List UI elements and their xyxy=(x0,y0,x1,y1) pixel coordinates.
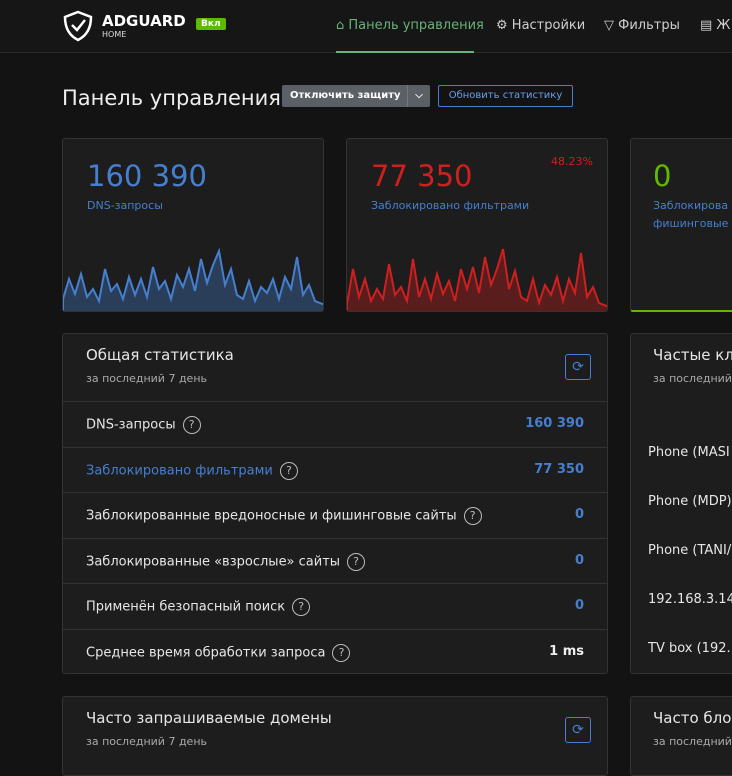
help-icon[interactable]: ? xyxy=(292,598,311,616)
client-name: Phone (MDP) xyxy=(648,494,732,509)
nav-label: Ж xyxy=(716,18,731,33)
row-value: 0 xyxy=(574,552,584,568)
logo-sub: HOME xyxy=(102,30,127,39)
client-name: Phone (MASI xyxy=(648,445,730,460)
nav-item[interactable]: ⚙ Настройки xyxy=(496,18,586,33)
panel-subtitle: за последний 7 день xyxy=(86,735,207,748)
stat-row: DNS-запросы? 160 390 xyxy=(63,401,607,447)
row-label-wrap: Среднее время обработки запроса? xyxy=(86,643,351,662)
card-percent: 48.23% xyxy=(551,155,593,168)
card-label: Заблокировано фильтрами xyxy=(371,199,530,212)
logo-text: ADGUARD xyxy=(102,12,186,30)
card-value: 0 xyxy=(653,159,672,193)
row-value: 1 ms xyxy=(549,643,584,659)
help-icon[interactable]: ? xyxy=(463,507,482,525)
row-value: 0 xyxy=(574,598,584,613)
help-icon[interactable]: ? xyxy=(347,552,366,571)
nav-item[interactable]: ▽ Фильтры xyxy=(604,18,680,33)
help-icon[interactable]: ? xyxy=(279,461,298,480)
stat-card: 160 390 DNS-запросы xyxy=(62,138,324,312)
row-label-wrap: Заблокированные «взрослые» сайты? xyxy=(86,552,366,571)
sparkline xyxy=(63,247,323,311)
card-value: 77 350 xyxy=(371,159,473,193)
stat-row: Заблокировано фильтрами? 77 350 xyxy=(63,446,607,493)
row-value: 160 390 xyxy=(525,416,584,431)
stat-row: Заблокированные вредоносные и фишинговые… xyxy=(63,492,607,538)
refresh-icon[interactable]: ⟳ xyxy=(565,354,591,380)
row-label: Среднее время обработки запроса xyxy=(86,645,326,660)
refresh-icon[interactable]: ⟳ xyxy=(565,717,591,743)
panel-title: Часто запрашиваемые домены xyxy=(86,709,332,727)
row-label-wrap: DNS-запросы? xyxy=(86,416,201,434)
panel-title: Общая статистика xyxy=(86,346,234,364)
blocked-domains: Часто бло за последний xyxy=(630,696,732,776)
row-value: 0 xyxy=(574,507,584,522)
card-label: DNS-запросы xyxy=(87,199,163,212)
disable-button[interactable]: Отключить защиту ⌵ xyxy=(282,85,430,107)
card-value: 160 390 xyxy=(87,159,207,193)
sparkline xyxy=(347,248,607,311)
help-icon[interactable]: ? xyxy=(182,416,201,434)
panel-subtitle: за последний xyxy=(653,735,732,748)
card-label: Заблокирова xyxy=(653,199,729,212)
nav-label: Панель управления xyxy=(348,18,484,33)
panel-subtitle: за последний xyxy=(653,372,732,385)
panel-subtitle: за последний 7 день xyxy=(86,372,207,385)
stat-row: Среднее время обработки запроса? 1 ms xyxy=(63,628,607,674)
row-label: DNS-запросы xyxy=(86,417,176,433)
nav-label: Настройки xyxy=(511,18,586,33)
stat-row: Применён безопасный поиск? 0 xyxy=(63,583,607,629)
row-label: Заблокировано фильтрами xyxy=(86,463,273,478)
stat-row: Заблокированные «взрослые» сайты? 0 xyxy=(63,537,607,584)
stat-card: 77 350 48.23% Заблокировано фильтрами xyxy=(346,138,608,312)
row-label: Заблокированные «взрослые» сайты xyxy=(86,554,341,569)
header: ADGUARD HOME Вкл ⌂ Панель управления ⚙ Н… xyxy=(0,0,732,53)
button-label: Обновить статистику xyxy=(448,90,563,101)
refresh-button[interactable]: Обновить статистику xyxy=(438,85,573,107)
row-label: Заблокированные вредоносные и фишинговые… xyxy=(86,508,457,524)
top-clients: Частые кл за последний Phone (MASI Phone … xyxy=(630,333,732,674)
general-stats: Общая статистика за последний 7 день ⟳ D… xyxy=(62,333,608,674)
row-label-wrap: Заблокировано фильтрами? xyxy=(86,461,298,480)
row-label: Применён безопасный поиск xyxy=(86,599,286,615)
row-label-wrap: Применён безопасный поиск? xyxy=(86,598,311,616)
nav-underline xyxy=(336,51,474,53)
nav-item[interactable]: ⌂ Панель управления xyxy=(336,18,484,33)
client-name: 192.168.3.148 xyxy=(648,592,732,607)
row-value: 77 350 xyxy=(534,461,584,477)
panel-title: Частые кл xyxy=(653,346,732,364)
panel-title: Часто бло xyxy=(653,709,732,727)
nav-item[interactable]: ▤ Ж xyxy=(700,18,731,33)
client-name: TV box (192.1 xyxy=(648,641,732,656)
row-label-wrap: Заблокированные вредоносные и фишинговые… xyxy=(86,507,482,525)
client-name: Phone (TANI/ xyxy=(648,543,732,558)
card-label: фишинговые xyxy=(653,217,729,230)
logo-icon xyxy=(63,10,93,42)
stat-card: 0 Заблокирова фишинговые xyxy=(630,138,732,312)
help-icon[interactable]: ? xyxy=(332,643,351,662)
nav-label: Фильтры xyxy=(618,18,680,33)
top-domains: Часто запрашиваемые домены за последний … xyxy=(62,696,608,776)
button-label: Отключить защиту xyxy=(290,90,401,101)
status-badge: Вкл xyxy=(196,18,226,30)
page-title: Панель управления xyxy=(62,86,281,110)
